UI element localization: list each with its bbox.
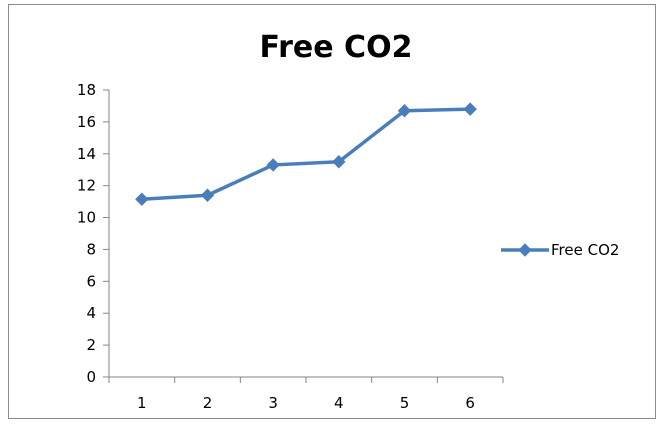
y-tick-label: 12 <box>77 177 96 195</box>
series-line <box>141 107 471 201</box>
data-point <box>135 192 149 206</box>
data-point <box>200 188 215 202</box>
data-point <box>463 102 477 116</box>
y-tick-label: 10 <box>77 209 96 227</box>
y-tick-label: 18 <box>77 81 96 99</box>
y-tick-label: 14 <box>77 145 96 163</box>
data-point <box>332 155 346 169</box>
legend-marker <box>518 243 532 257</box>
chart-title: Free CO2 <box>260 30 413 65</box>
y-tick-label: 6 <box>86 272 96 290</box>
y-tick-label: 8 <box>86 240 96 258</box>
y-tick-label: 4 <box>86 304 96 322</box>
x-tick-label: 3 <box>268 394 278 412</box>
data-point <box>266 158 280 172</box>
x-tick-label: 5 <box>400 394 410 412</box>
y-tick-label: 0 <box>86 368 96 386</box>
legend-label: Free CO2 <box>551 241 619 259</box>
x-tick-label: 1 <box>137 394 147 412</box>
x-tick-label: 2 <box>203 394 213 412</box>
x-tick-label: 4 <box>334 394 344 412</box>
y-tick-label: 2 <box>86 336 96 354</box>
legend: Free CO2 <box>501 241 619 259</box>
chart-area <box>8 4 656 419</box>
data-point <box>397 104 412 118</box>
y-tick-label: 16 <box>77 113 96 131</box>
x-tick-label: 6 <box>465 394 475 412</box>
